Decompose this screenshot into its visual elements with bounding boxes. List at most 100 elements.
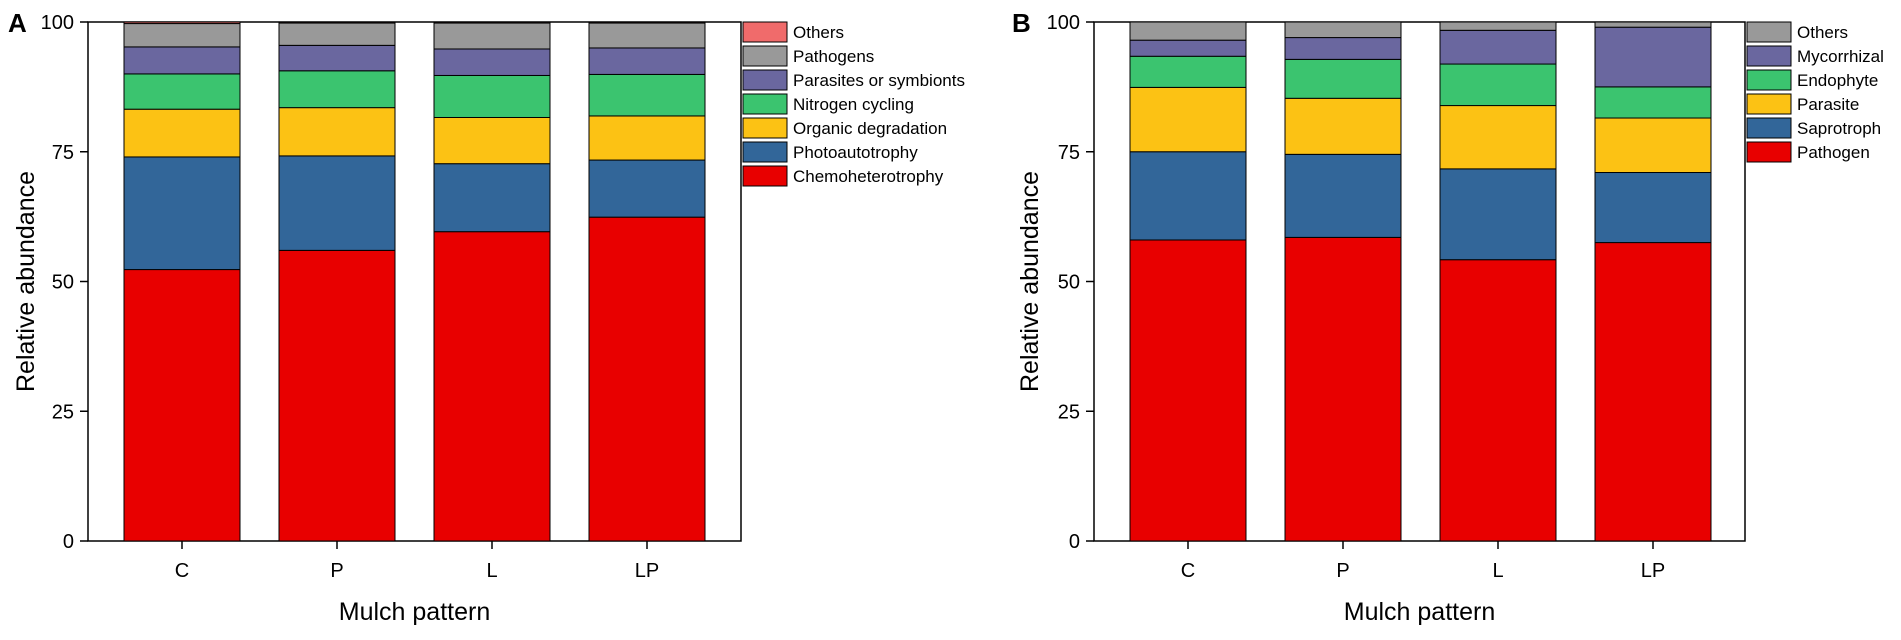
panel-a: A 0 25 50 75 100 C P L LP Relative abundance Mulch… — [8, 8, 965, 626]
panel-a-y-axis-title: Relative abundance — [12, 171, 40, 392]
panel-b-legend-label: Pathogen — [1797, 143, 1870, 162]
panel-a-legend-swatch — [742, 165, 788, 187]
panel-b-y-tick-label: 75 — [1058, 142, 1080, 164]
panel-a-bar-c-others — [123, 21, 241, 25]
panel-b-bar-lp-mycorrhizal — [1594, 26, 1712, 88]
panel-a-y-tick-label: 25 — [52, 401, 74, 423]
panel-a-bar-l-others — [433, 21, 551, 24]
panel-b-legend-label: Saprotroph — [1797, 119, 1881, 138]
panel-a-bar-lp-pathogens — [588, 22, 706, 49]
panel-a-bar-c-chemoheterotrophy — [123, 269, 241, 542]
panel-a-y-tick-label: 0 — [63, 531, 74, 553]
panel-a-bar-l-parasites-or-symbionts — [433, 48, 551, 76]
panel-a-x-tick-label: L — [486, 560, 497, 582]
panel-b-bar-lp-others — [1594, 21, 1712, 28]
panel-b-bar-lp-endophyte — [1594, 86, 1712, 119]
panel-b-bar-l-pathogen — [1439, 259, 1557, 542]
panel-b-bar-p-parasite — [1284, 97, 1402, 155]
panel-b-bar-l-endophyte — [1439, 63, 1557, 107]
panel-b-bar-p-pathogen — [1284, 236, 1402, 542]
panel-a-legend-label: Organic degradation — [793, 119, 947, 138]
panel-a-bar-p-photoautotrophy — [278, 155, 396, 251]
panel-b-bar-l-saprotroph — [1439, 168, 1557, 261]
panel-b-bar-l-others — [1439, 21, 1557, 31]
panel-a-bar-c-photoautotrophy — [123, 156, 241, 271]
panel-b-legend-label: Others — [1797, 23, 1848, 42]
panel-b-y-axis-title: Relative abundance — [1016, 171, 1044, 392]
panel-a-bar-l-photoautotrophy — [433, 163, 551, 233]
panel-b-bar-lp-parasite — [1594, 117, 1712, 174]
panel-b-y-tick-label: 100 — [1047, 12, 1080, 34]
panel-a-bar-c-pathogens — [123, 23, 241, 48]
panel-a-bar-p-pathogens — [278, 22, 396, 46]
panel-b-bar-c-saprotroph — [1129, 151, 1247, 241]
panel-b-x-tick-label: P — [1336, 560, 1349, 582]
panel-a-bar-lp-nitrogen-cycling — [588, 73, 706, 117]
panel-b-bar-c-others — [1129, 21, 1247, 41]
panel-b-bar-lp-pathogen — [1594, 242, 1712, 542]
panel-b-x-tick-label: LP — [1641, 560, 1665, 582]
panel-a-legend-swatch — [742, 45, 788, 67]
panel-b-legend-swatch — [1746, 21, 1792, 43]
panel-b-bar-c-parasite — [1129, 86, 1247, 153]
panel-a-legend-swatch — [742, 141, 788, 163]
panel-a-legend-swatch — [742, 93, 788, 115]
panel-a-bar-lp-organic-degradation — [588, 115, 706, 161]
panel-a-bar-p-nitrogen-cycling — [278, 70, 396, 109]
panel-a-bar-p-parasites-or-symbionts — [278, 44, 396, 72]
panel-a-legend-label: Others — [793, 23, 844, 42]
panel-b-legend-swatch — [1746, 117, 1792, 139]
panel-b-bar-c-pathogen — [1129, 239, 1247, 542]
panel-a-bar-p-chemoheterotrophy — [278, 249, 396, 542]
panel-a-legend-label: Nitrogen cycling — [793, 95, 914, 114]
panel-a-x-tick-label: LP — [635, 560, 659, 582]
panel-a-bar-c-organic-degradation — [123, 108, 241, 158]
panel-a-legend-label: Photoautotrophy — [793, 143, 918, 162]
panel-b-bar-l-mycorrhizal — [1439, 29, 1557, 65]
panel-a-y-tick-label: 50 — [52, 272, 74, 294]
panel-b-bar-l-parasite — [1439, 105, 1557, 170]
panel-a-legend-swatch — [742, 117, 788, 139]
panel-a-bar-p-others — [278, 21, 396, 24]
panel-b-x-axis-title: Mulch pattern — [1344, 598, 1495, 626]
panel-a-legend-swatch — [742, 69, 788, 91]
panel-a-bar-c-nitrogen-cycling — [123, 73, 241, 110]
panel-a-bar-l-pathogens — [433, 22, 551, 50]
panel-a-bar-c-parasites-or-symbionts — [123, 46, 241, 75]
panel-b-legend-swatch — [1746, 93, 1792, 115]
panel-b: B 0 25 50 75 100 C P L LP Relative abundance Mulch… — [1012, 8, 1884, 626]
panel-b-bar-c-mycorrhizal — [1129, 39, 1247, 57]
panel-a-legend-swatch — [742, 21, 788, 43]
panel-a-x-tick-label: C — [175, 560, 189, 582]
panel-b-bar-c-endophyte — [1129, 55, 1247, 88]
panel-b-bar-p-others — [1284, 21, 1402, 39]
panel-b-bar-p-endophyte — [1284, 58, 1402, 99]
panel-b-legend-label: Endophyte — [1797, 71, 1878, 90]
panel-a-bar-lp-others — [588, 21, 706, 24]
panel-b-legend-label: Mycorrhizal — [1797, 47, 1884, 66]
panel-b-legend-swatch — [1746, 141, 1792, 163]
panel-a-bar-lp-parasites-or-symbionts — [588, 47, 706, 75]
panel-a-bar-l-nitrogen-cycling — [433, 74, 551, 118]
panel-a-bar-lp-photoautotrophy — [588, 159, 706, 218]
panel-a-legend-label: Parasites or symbionts — [793, 71, 965, 90]
panel-a-bar-l-organic-degradation — [433, 116, 551, 165]
panel-a-legend-label: Pathogens — [793, 47, 874, 66]
panel-a-legend-label: Chemoheterotrophy — [793, 167, 944, 186]
panel-a-letter: A — [8, 8, 27, 38]
panel-b-x-tick-label: L — [1492, 560, 1503, 582]
panel-a-bar-lp-chemoheterotrophy — [588, 216, 706, 542]
panel-b-y-tick-label: 50 — [1058, 272, 1080, 294]
panel-a-bar-p-organic-degradation — [278, 107, 396, 157]
panel-a-x-tick-label: P — [330, 560, 343, 582]
panel-b-legend-swatch — [1746, 45, 1792, 67]
panel-a-y-tick-label: 100 — [41, 12, 74, 34]
panel-b-letter: B — [1012, 8, 1031, 38]
panel-b-y-tick-label: 25 — [1058, 401, 1080, 423]
panel-a-y-tick-label: 75 — [52, 142, 74, 164]
panel-a-bar-l-chemoheterotrophy — [433, 231, 551, 542]
panel-b-bar-lp-saprotroph — [1594, 172, 1712, 244]
panel-a-x-axis-title: Mulch pattern — [339, 598, 490, 626]
panel-b-bar-p-mycorrhizal — [1284, 37, 1402, 60]
